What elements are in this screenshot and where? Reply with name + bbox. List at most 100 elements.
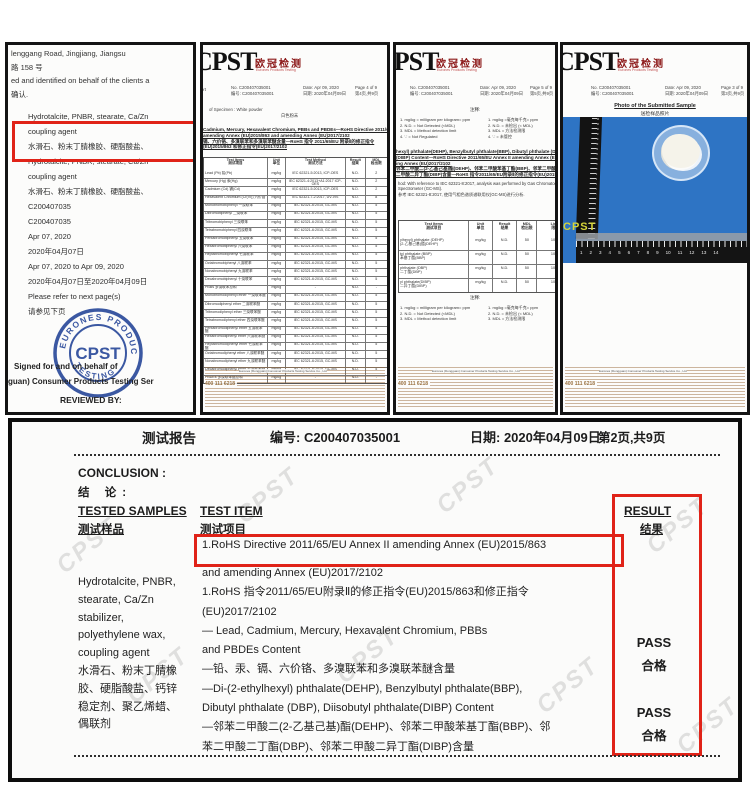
conclusion-heading-en: CONCLUSION : [78,466,166,480]
table-cell: 5 [364,318,387,326]
text-line: 水滑石、粉末丁腈橡 [78,664,177,677]
table-cell: 5 [364,359,387,367]
table-cell: IEC 62321-6:2015, GC-MS [284,351,345,359]
report-date-block: Date: Apr 09, 2020 日期: 2020年04月09日 [303,85,346,96]
table-cell: IEC 62321-6:2015, GC-MS [284,236,345,244]
table-cell: N.D. [344,228,365,236]
table-cell: MDL 检出限 [364,158,387,171]
table-cell: mg/kg [468,237,491,250]
table-cell: mg/kg [266,244,285,252]
text-line: 10 [665,250,671,255]
text-line: Apr 07, 2020 to Apr 09, 2020 [28,262,124,271]
text-line: 偶联剂 [78,718,111,731]
text-line: 2020年04月07日 [28,247,84,256]
report-no-cn: 编号: C200407035001 [410,90,453,96]
rohs-results-table: Test Items 测试项目 Unit 单位 Test Method 测试方法 Re… [203,157,387,384]
report-page-cn: 第4页,共9页 [355,90,379,96]
table-row: PBBs 多溴联苯总和 mg/kg - N.D. - [204,284,387,293]
table-cell: Test Method 测试方法 [284,158,345,171]
table-row: Cadmium (Cd) 镉(Cd) mg/kg IEC 62321-5:2013,… [204,186,387,195]
table-row: PBDEs 多溴联苯醚总和mg/kg-N.D.- [204,374,387,383]
text-line: 11 [677,250,683,255]
table-cell: mg/kg [266,351,285,359]
certificate-page-client-info: lenggang Road, Jingjiang, Jiangsu 路 158 号… [5,42,196,415]
table-row: yl phthalate(DIBP) 二异丁酯(DIBP) mg/kg N.D. 50… [399,278,555,292]
page-watermark: CPST [231,462,304,530]
text-line: 12 [689,250,695,255]
report-date-cn: 日期: 2020年04月09日 [480,90,523,96]
table-cell: 2 [364,171,387,179]
certificate-page-phthalates: CPST 欧冠检测 Eurones Products Testing No. C… [393,42,558,415]
table-body: Lead (Pb) 铅(Pb) mg/kg IEC 62321-5:2013, IC… [204,171,387,383]
test-item-lines: and amending Annex (EU)2017/2102 1.RoHS 指… [202,564,550,757]
table-header: Test Items 测试项目 Unit 单位 Test Method 测试方法 Re… [204,158,387,171]
table-cell: Monobromodiphenyl ether 一溴联苯醚 [205,293,266,298]
table-cell: mg/kg [468,279,491,292]
table-cell: IEC 62321-5:2013, ICP-OES [284,187,345,195]
table-cell: N.D. [344,367,365,375]
table-cell: Pentabromobiphenyl 五溴联苯 [205,236,254,240]
table-cell: N.D. [344,310,365,318]
table-cell: 1000 [536,279,555,292]
report-date: 日期: 2020年04月09日 [470,430,601,445]
table-cell: - [284,375,345,383]
address-lines: lenggang Road, Jingjiang, Jiangsu 路 158 号… [11,47,149,101]
table-header: Test Items 测试项目 Unit 单位 Result 结果 MDL 检出限 Li… [399,221,555,237]
table-cell: Heptabromodiphenyl ether 七溴联苯醚 [205,342,263,350]
highlight-box-result-column [612,494,702,756]
report-date-block: Date: Apr 09, 2020 日期: 2020年04月09日 [665,85,708,96]
table-cell: N.D. [344,187,365,195]
table-cell: mg/kg [266,326,285,334]
table-row: Tribromobiphenyl 三溴联苯 mg/kg IEC 62321-6:20… [204,219,387,228]
table-cell: Nonabromobiphenyl 九溴联苯 [205,269,253,273]
text-line: 1. mg/kg = milligram per kilogram= ppm [400,117,471,122]
table-cell: N.D. [344,342,365,351]
report-number: 编号: C200407035001 [270,430,401,445]
table-cell: ylhexyl) phthalate (DEHP) (2-乙基己基)酯(DEHP… [400,237,444,246]
tested-samples-lines: Hydrotalcite, PNBR, stearate, Ca/Zn stabil… [78,574,177,734]
text-line: and amending Annex (EU)2017/2102 [202,567,384,579]
text-line: 1.RoHS 指令2011/65/EU附录Ⅱ的修正指令(EU)2015/863和… [202,586,529,599]
text-line: 2. N.D. = 未检出 (< MDL) [488,122,533,128]
table-cell: N.D. [344,359,365,367]
table-cell: - [364,285,387,293]
table-cell: IEC 62321-6:2015, GC-MS [284,326,345,334]
conclusion-heading-cn: 结 论: [78,487,133,499]
cpst-logo-subtitle: Eurones Products Testing [618,68,658,72]
signed-line: Signed for and on behalf of [14,362,118,371]
report-no-cn: 编号: C200407035001 [231,90,274,96]
ruler-edge [576,233,747,242]
table-cell: Octabromobiphenyl 八溴联苯 [205,261,252,265]
table-cell: N.D. [344,351,365,359]
text-line: Please refer to next page(s) [28,292,121,301]
table-cell: mg/kg [266,285,285,293]
table-cell: mg/kg [266,236,285,244]
table-body: ylhexyl) phthalate (DEHP) (2-乙基己基)酯(DEHP… [399,237,555,292]
table-cell: Limit 限值 [536,221,555,237]
report-page-block: Page 5 of 9 第5页,共9页 [530,85,553,96]
footer-phone: 400 111 6218 [398,381,431,387]
report-no-en: No. C200407035001 [410,85,450,90]
text-line: 稳定剂、聚乙烯蜡、 [78,700,177,713]
report-no-en: No. C200407035001 [591,85,631,90]
text-line: 4. '-' = Not Regulated [400,133,438,139]
table-cell: PBDEs 多溴联苯醚总和 [204,376,267,383]
table-cell: Unit 单位 [266,158,285,171]
table-cell: mg/kg [468,265,491,278]
text-line: 4 [608,250,612,255]
table-cell: Dibromodiphenyl ether 二溴联苯醚 [205,302,261,306]
table-cell: 5 [364,269,387,277]
table-cell: mg/kg [266,302,285,310]
table-cell: Mercury (Hg) 汞(Hg) [205,179,238,183]
table-cell: N.D. [491,237,517,250]
column-header-test-item-cn: 测试项目 [200,524,246,536]
footer-fine-print: Eurones (Dongguan) Consumer Products Tes… [398,367,553,407]
table-cell: Result 结果 [344,158,365,171]
table-cell: 5 [364,302,387,310]
table-row: Dibromodiphenyl ether 二溴联苯醚 mg/kg IEC 6232… [204,301,387,310]
text-line: ed and identified on behalf of the clien… [11,76,150,85]
report-date-cn: 日期: 2020年04月09日 [665,90,708,96]
table-cell: N.D. [344,261,365,269]
text-line: coupling agent [28,127,77,136]
table-cell: Dibromobiphenyl 二溴联苯 [205,211,248,216]
